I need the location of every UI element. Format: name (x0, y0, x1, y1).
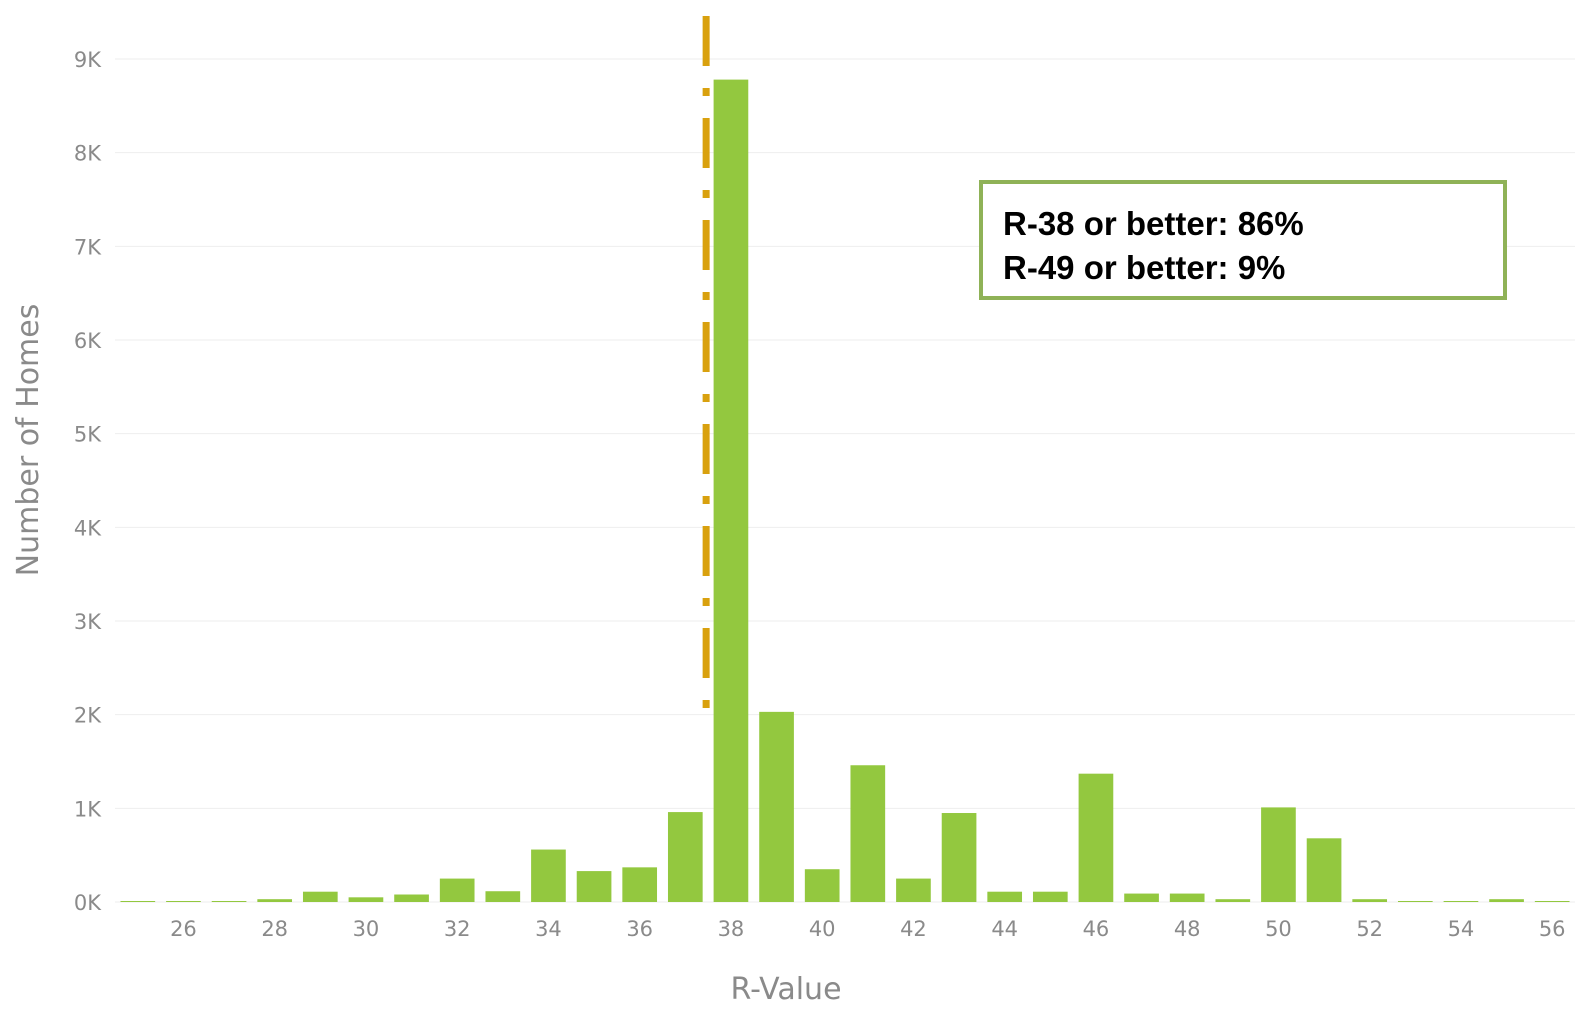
bar (257, 899, 293, 902)
y-tick-label: 7K (74, 235, 102, 259)
x-axis-ticks: 26 28 30 32 34 36 38 40 42 44 46 48 50 52 54 56 (170, 917, 1565, 941)
y-tick-label: 2K (74, 704, 102, 728)
annotation-box: R-38 or better: 86% R-49 or better: 9% (979, 180, 1507, 300)
bar (576, 871, 612, 902)
bar (1489, 899, 1524, 902)
x-tick-label: 46 (1083, 917, 1110, 941)
y-tick-label: 8K (74, 142, 102, 166)
gridlines (115, 58, 1575, 903)
bar (1397, 901, 1433, 902)
bar (667, 812, 703, 902)
x-tick-label: 54 (1448, 917, 1475, 941)
bar (987, 891, 1023, 902)
y-tick-label: 0K (74, 891, 102, 915)
bar (622, 867, 658, 902)
bar (1078, 773, 1114, 902)
bar (1215, 899, 1251, 902)
x-tick-label: 32 (444, 917, 471, 941)
bar (302, 891, 338, 902)
y-tick-label: 4K (74, 516, 102, 540)
y-tick-label: 3K (74, 610, 102, 634)
annotation-r38: R-38 or better: 86% (1003, 205, 1304, 242)
x-tick-label: 30 (353, 917, 380, 941)
bar (1352, 899, 1388, 902)
bar (759, 711, 794, 902)
bar (804, 869, 840, 902)
bar (1169, 893, 1205, 902)
bar (211, 901, 247, 902)
bar (1443, 901, 1479, 902)
y-tick-label: 6K (74, 329, 102, 353)
y-axis-ticks: 0K 1K 2K 3K 4K 5K 6K 7K 8K 9K (74, 48, 102, 915)
y-axis-title: Number of Homes (11, 304, 46, 577)
bar (531, 849, 566, 902)
x-tick-label: 44 (991, 917, 1018, 941)
bar (1306, 838, 1342, 902)
x-tick-label: 26 (170, 917, 197, 941)
bar (439, 878, 475, 902)
x-tick-label: 38 (718, 917, 745, 941)
bar (1124, 893, 1159, 902)
bar (850, 765, 886, 902)
bar (713, 79, 749, 902)
bar (394, 894, 429, 902)
x-tick-label: 36 (626, 917, 653, 941)
x-tick-label: 34 (535, 917, 562, 941)
bar (1534, 901, 1570, 902)
y-tick-label: 1K (74, 797, 102, 821)
annotation-r49: R-49 or better: 9% (1003, 249, 1286, 286)
x-tick-label: 40 (809, 917, 836, 941)
bar (896, 878, 931, 902)
bar (941, 813, 977, 902)
bar (120, 901, 156, 902)
x-tick-label: 48 (1174, 917, 1201, 941)
bar (166, 901, 201, 902)
x-tick-label: 50 (1265, 917, 1292, 941)
bar (1032, 891, 1068, 902)
bar (1261, 807, 1296, 902)
x-tick-label: 42 (900, 917, 927, 941)
x-tick-label: 52 (1356, 917, 1383, 941)
x-tick-label: 28 (261, 917, 288, 941)
bar (485, 891, 521, 902)
x-tick-label: 56 (1539, 917, 1566, 941)
bar (348, 897, 384, 902)
y-tick-label: 5K (74, 423, 102, 447)
bars (120, 79, 1570, 902)
y-tick-label: 9K (74, 48, 102, 72)
x-axis-title: R-Value (730, 972, 841, 1007)
